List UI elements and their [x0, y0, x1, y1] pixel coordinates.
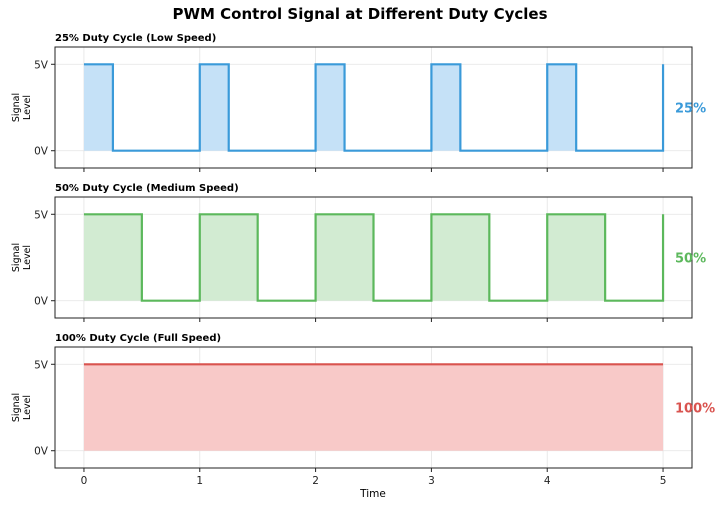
x-axis-label: Time: [359, 488, 386, 500]
pulse-fill: [199, 64, 229, 151]
panel-title: 50% Duty Cycle (Medium Speed): [55, 183, 239, 194]
panel-3: 100% Duty Cycle (Full Speed) 0V 5V 0 1 2 3 4 5 Si…: [11, 333, 715, 487]
y-axis-label: SignalLevel: [11, 393, 33, 422]
y-axis-label: SignalLevel: [11, 243, 33, 272]
panel-frame: [54, 346, 693, 469]
y-tick-label: 0V: [34, 446, 49, 458]
x-tick-label: 3: [428, 475, 435, 487]
y-tick-label: 5V: [34, 59, 49, 71]
figure-title: PWM Control Signal at Different Duty Cyc…: [172, 5, 547, 23]
pulse-fill: [547, 214, 606, 301]
y-tick-label: 0V: [34, 146, 49, 158]
panel-frame: [54, 196, 693, 319]
x-tick-label: 0: [81, 475, 88, 487]
y-tick-label: 5V: [34, 359, 49, 371]
panel-2: 50% Duty Cycle (Medium Speed) 0V 5V SignalL…: [11, 183, 706, 322]
pulse-fill: [547, 64, 577, 151]
x-tick-label: 4: [544, 475, 551, 487]
pulse-fill: [83, 214, 142, 301]
pulse-fill: [199, 214, 258, 301]
panel-frame: [54, 46, 693, 169]
panel-1: 25% Duty Cycle (Low Speed) 0V 5V SignalLeve…: [11, 33, 706, 172]
y-tick-label: 5V: [34, 209, 49, 221]
panels-group: 25% Duty Cycle (Low Speed) 0V 5V SignalLeve…: [11, 33, 715, 487]
signal-line: [83, 63, 665, 152]
duty-cycle-label: 100%: [675, 402, 715, 417]
y-axis-label: SignalLevel: [11, 93, 33, 122]
duty-cycle-label: 25%: [675, 102, 706, 117]
x-tick-label: 2: [312, 475, 319, 487]
signal-fill: [83, 364, 664, 451]
pulse-fill: [83, 64, 113, 151]
x-tick-label: 5: [660, 475, 667, 487]
panel-title: 25% Duty Cycle (Low Speed): [55, 33, 216, 44]
signal-line: [83, 213, 665, 302]
pulse-fill: [315, 214, 374, 301]
pulse-fill: [431, 214, 490, 301]
x-tick-label: 1: [196, 475, 203, 487]
y-tick-label: 0V: [34, 296, 49, 308]
panel-title: 100% Duty Cycle (Full Speed): [55, 333, 221, 344]
duty-cycle-label: 50%: [675, 252, 706, 267]
pulse-fill: [431, 64, 461, 151]
pulse-fill: [315, 64, 345, 151]
